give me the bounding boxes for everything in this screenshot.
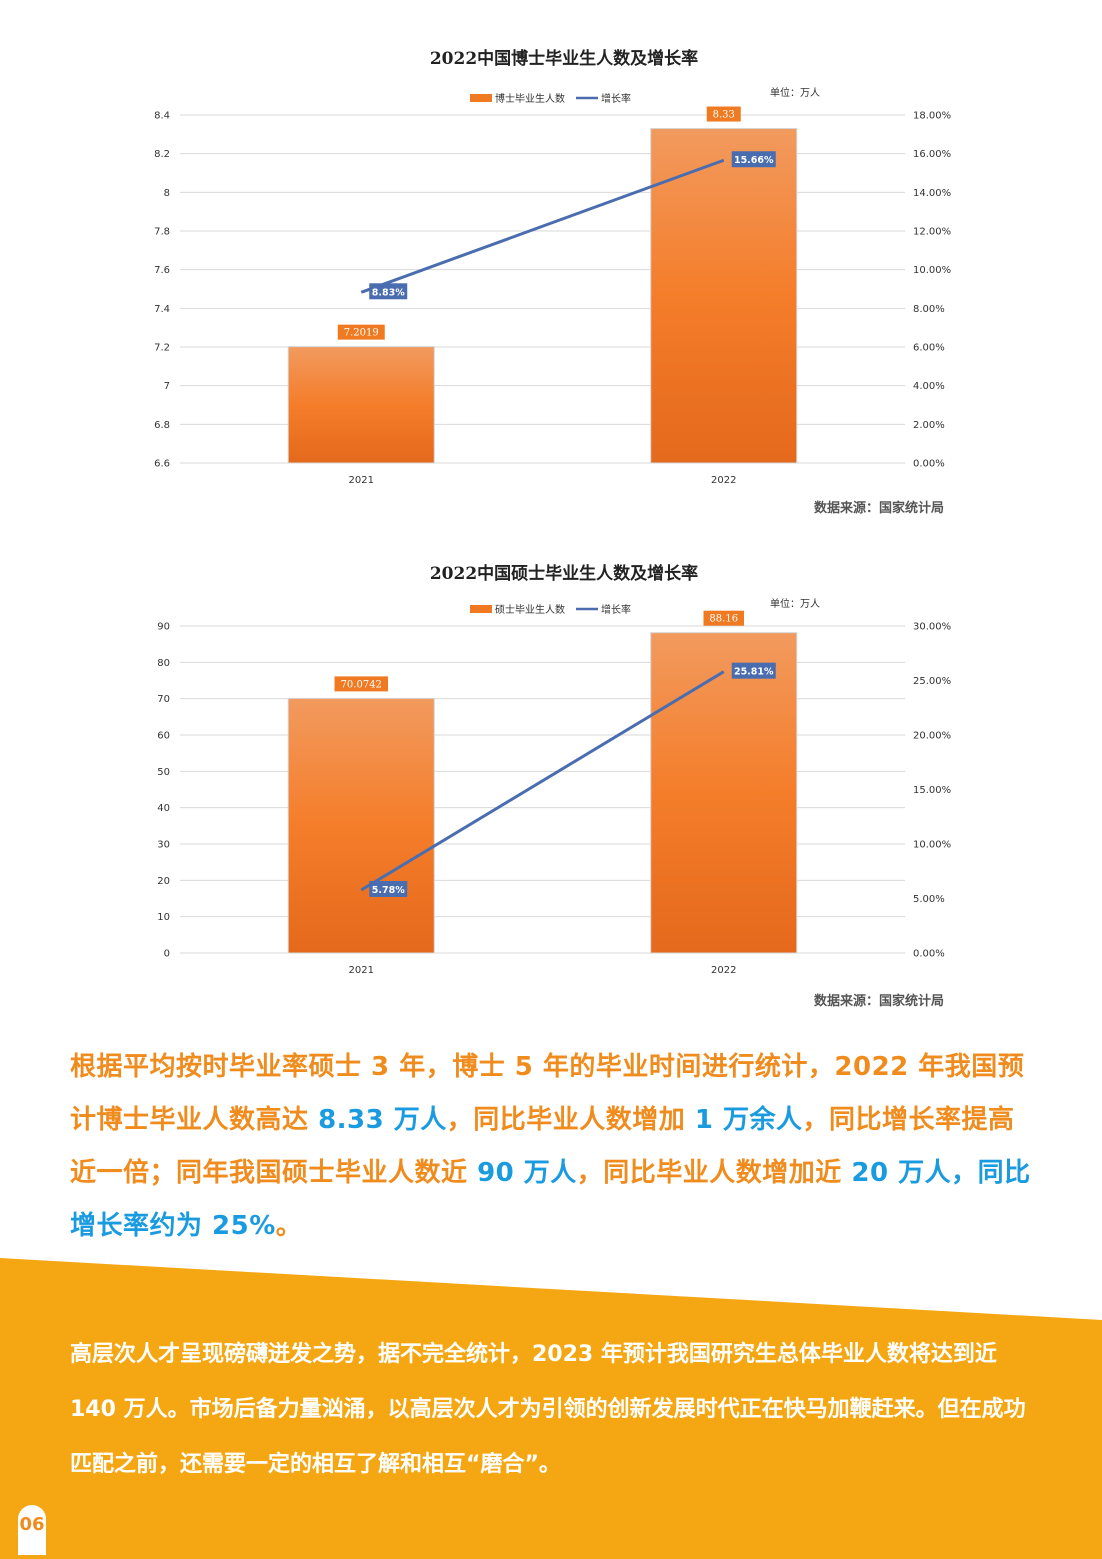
bar [287,346,435,464]
y2-tick-label: 16.00% [913,149,951,160]
y-tick-label: 70 [157,694,170,705]
y2-tick-label: 0.00% [913,949,945,960]
y2-tick-label: 5.00% [913,894,945,905]
y-tick-label: 8.4 [154,111,170,122]
y2-tick-label: 14.00% [913,188,951,199]
y-tick-label: 60 [157,731,170,742]
y2-tick-label: 4.00% [913,381,945,392]
legend-bar-label: 硕士毕业生人数 [495,603,565,616]
bar-data-label: 88.16 [709,614,738,625]
y2-tick-label: 15.00% [913,785,951,796]
x-tick-label: 2022 [711,475,736,486]
y-tick-label: 7.4 [154,304,170,315]
y-tick-label: 20 [157,876,170,887]
master-chart: 2022中国硕士毕业生人数及增长率硕士毕业生人数 增长率 单位：万人 0 10 20 30 4… [0,555,1102,1025]
line-data-label: 25.81% [734,667,774,678]
summary-text: 根据平均按时毕业率硕士 3 年，博士 5 年的毕业时间进行统计，2022 年我国… [70,1052,1025,1135]
y-tick-label: 80 [157,658,170,669]
chart-title: 2022中国硕士毕业生人数及增长率 [430,563,698,584]
chart-title: 2022中国博士毕业生人数及增长率 [430,48,698,69]
y2-tick-label: 12.00% [913,227,951,238]
y-tick-label: 30 [157,840,170,851]
highlight-master-count: 90 万人 [477,1158,577,1188]
y2-tick-label: 10.00% [913,265,951,276]
y-tick-label: 6.6 [154,459,170,470]
unit-label: 单位：万人 [770,597,820,610]
y-tick-label: 7.8 [154,227,170,238]
x-tick-label: 2021 [349,475,374,486]
bar-label-bg [334,676,388,692]
line-data-label: 5.78% [372,885,405,896]
y2-tick-label: 30.00% [913,622,951,633]
legend-bar-swatch [470,605,492,613]
summary-text: ，同比毕业人数增加 [446,1105,695,1135]
line-label-bg [731,151,776,168]
y2-tick-label: 8.00% [913,304,945,315]
line-data-label: 8.83% [372,287,405,298]
y-tick-label: 8 [164,188,170,199]
legend-line-label: 增长率 [601,603,631,616]
bar-label-bg [706,106,741,122]
highlight-phd-increase: 1 万余人 [694,1105,803,1135]
y-tick-label: 50 [157,767,170,778]
x-tick-label: 2021 [349,965,374,976]
growth-rate-line [360,158,725,294]
line-data-label: 15.66% [734,155,774,166]
bar-label-bg [337,324,385,340]
phd-chart: 2022中国博士毕业生人数及增长率博士毕业生人数 增长率 单位：万人 6.6 6.8 7 7… [0,40,1102,530]
bar [650,632,798,954]
page-number: 06 [18,1505,46,1555]
bar-data-label: 70.0742 [341,679,382,690]
line-label-bg [731,662,776,679]
highlight-phd-count: 8.33 万人 [318,1105,447,1135]
legend-line-label: 增长率 [601,92,631,105]
summary-paragraph: 根据平均按时毕业率硕士 3 年，博士 5 年的毕业时间进行统计，2022 年我国… [70,1041,1040,1253]
y-tick-label: 40 [157,803,170,814]
y2-tick-label: 25.00% [913,676,951,687]
y2-tick-label: 0.00% [913,459,945,470]
y2-tick-label: 6.00% [913,343,945,354]
summary-text: 。 [275,1211,303,1241]
legend-bar-label: 博士毕业生人数 [495,92,565,105]
bar [650,128,798,464]
bar [287,697,435,954]
x-tick-label: 2022 [711,965,736,976]
y-tick-label: 8.2 [154,149,170,160]
unit-label: 单位：万人 [770,86,820,99]
bar-data-label: 8.33 [713,110,735,121]
master-chart-source: 数据来源：国家统计局 [813,994,944,1009]
y-tick-label: 90 [157,622,170,633]
y-tick-label: 7.2 [154,343,170,354]
y-tick-label: 10 [157,912,170,923]
y2-tick-label: 18.00% [913,111,951,122]
summary-text: ，同比毕业人数增加近 [576,1158,852,1188]
y2-tick-label: 10.00% [913,840,951,851]
phd-chart-source: 数据来源：国家统计局 [813,501,944,516]
line-label-bg [369,880,408,897]
y-tick-label: 0 [164,949,170,960]
y-tick-label: 7 [164,381,170,392]
legend-bar-swatch [470,94,492,102]
bar-label-bg [703,610,744,626]
highlight-master-increase: 20 万人，同比增长率约为 25% [70,1158,1031,1241]
line-label-bg [369,283,408,300]
summary-text: ，同比增长率提高近一倍；同年我国硕士毕业人数近 [70,1105,1015,1188]
outlook-paragraph: 高层次人才呈现磅礴迸发之势，据不完全统计，2023 年预计我国研究生总体毕业人数… [70,1342,1026,1477]
y2-tick-label: 2.00% [913,420,945,431]
growth-rate-line [360,670,725,892]
bar-data-label: 7.2019 [344,328,379,339]
y2-tick-label: 20.00% [913,731,951,742]
y-tick-label: 6.8 [154,420,170,431]
y-tick-label: 7.6 [154,265,170,276]
